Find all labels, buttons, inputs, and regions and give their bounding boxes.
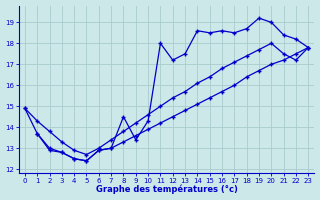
X-axis label: Graphe des températures (°c): Graphe des températures (°c) <box>96 185 237 194</box>
